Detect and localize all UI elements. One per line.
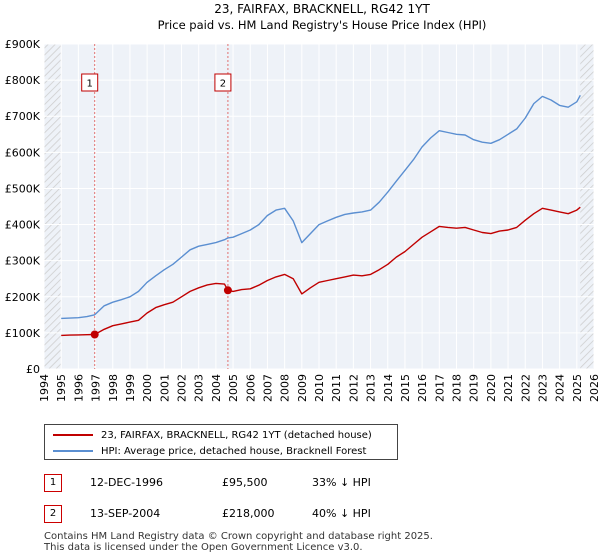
x-tick-label: 2000 [141,374,154,402]
x-tick-label: 2002 [176,374,189,402]
y-tick-label: £300K [5,255,41,268]
legend: 23, FAIRFAX, BRACKNELL, RG42 1YT (detach… [44,424,398,460]
y-tick-label: £600K [5,146,41,159]
transaction-badge: 2 [44,505,62,523]
x-tick-label: 2017 [433,374,446,402]
x-tick-label: 2014 [382,374,395,402]
x-tick-label: 2024 [554,374,567,402]
x-tick-label: 2023 [536,374,549,402]
hatch-region-end [580,44,594,369]
hpi-line [61,94,581,320]
legend-item-property: 23, FAIRFAX, BRACKNELL, RG42 1YT (detach… [53,427,372,443]
legend-label-property: 23, FAIRFAX, BRACKNELL, RG42 1YT (detach… [101,429,372,441]
y-tick-label: £200K [5,291,41,304]
x-tick-label: 1994 [38,374,51,402]
transaction-badge: 1 [44,474,62,492]
legend-swatch-property [53,434,93,436]
y-tick-label: £900K [5,38,41,51]
y-tick-label: £400K [5,219,41,232]
x-tick-label: 1997 [90,374,103,402]
legend-label-hpi: HPI: Average price, detached house, Brac… [101,445,367,457]
x-tick-label: 2008 [279,374,292,402]
x-tick-label: 2020 [485,374,498,402]
transaction-price: £95,500 [222,476,268,489]
y-tick-label: £500K [5,182,41,195]
x-tick-label: 2003 [193,374,206,402]
transaction-date: 13-SEP-2004 [90,507,161,520]
chart-subtitle: Price paid vs. HM Land Registry's House … [158,18,487,32]
sale-point [223,286,232,295]
chart-title: 23, FAIRFAX, BRACKNELL, RG42 1YT [214,2,430,16]
x-tick-label: 2016 [416,374,429,402]
x-tick-label: 2022 [519,374,532,402]
x-tick-label: 2025 [571,374,584,402]
x-tick-label: 1998 [107,374,120,402]
footer: Contains HM Land Registry data © Crown c… [44,531,433,553]
annotation-label: 2 [220,79,226,90]
x-tick-label: 2009 [296,374,309,402]
x-tick-label: 2011 [330,374,343,402]
sale-point [90,330,99,339]
property-price-line [61,206,581,337]
x-tick-label: 1995 [55,374,68,402]
x-tick-label: 2013 [365,374,378,402]
x-tick-label: 2001 [158,374,171,402]
y-tick-label: £700K [5,110,41,123]
transaction-date: 12-DEC-1996 [90,476,164,489]
annotation-label: 1 [87,79,93,90]
legend-swatch-hpi [53,450,93,452]
x-tick-label: 2026 [588,374,600,402]
x-tick-label: 2010 [313,374,326,402]
y-tick-label: £0 [26,363,40,376]
x-tick-label: 2012 [347,374,360,402]
footer-licence: This data is licensed under the Open Gov… [44,542,363,553]
y-tick-label: £100K [5,327,41,340]
legend-item-hpi: HPI: Average price, detached house, Brac… [53,443,366,459]
annotation-box [81,73,99,92]
x-tick-label: 2006 [244,374,257,402]
price-chart: 23, FAIRFAX, BRACKNELL, RG42 1YT Price p… [5,2,600,402]
x-tick-label: 2018 [451,374,464,402]
x-tick-label: 2004 [210,374,223,402]
transaction-hpi-diff: 40% ↓ HPI [312,507,371,520]
x-tick-label: 2015 [399,374,412,402]
x-tick-label: 1996 [72,374,85,402]
x-tick-label: 2019 [468,374,481,402]
x-tick-label: 2005 [227,374,240,402]
annotation-box [214,73,232,92]
y-tick-label: £800K [5,74,41,87]
hatch-region-start [44,44,62,369]
transaction-price: £218,000 [222,507,275,520]
x-tick-label: 2021 [502,374,515,402]
x-tick-label: 1999 [124,374,137,402]
x-tick-label: 2007 [261,374,274,402]
transaction-hpi-diff: 33% ↓ HPI [312,476,371,489]
footer-copyright: Contains HM Land Registry data © Crown c… [44,531,433,542]
